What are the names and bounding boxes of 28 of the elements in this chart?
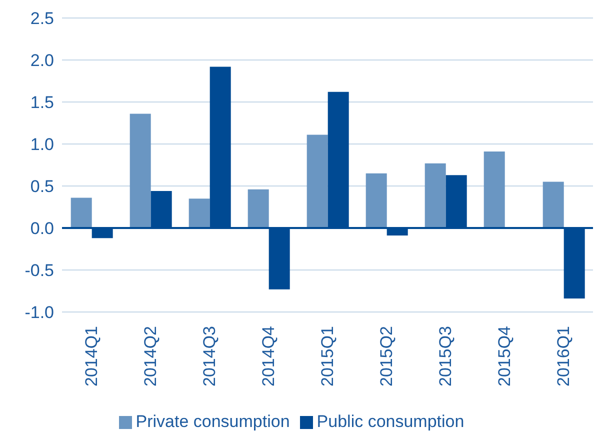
y-tick-label: -1.0 [24,303,54,322]
y-tick-label: 1.0 [30,135,54,154]
bar [424,163,446,228]
bar [306,134,328,228]
bar [542,182,564,228]
x-tick-label: 2014Q1 [82,326,101,386]
y-tick-label: 2.0 [30,51,54,70]
x-tick-label: 2015Q1 [318,326,337,386]
x-tick-label: 2014Q4 [259,326,278,386]
bar [366,173,387,228]
x-tick-label: 2015Q2 [377,326,396,386]
x-tick-label: 2015Q4 [495,326,514,386]
bar [484,152,505,228]
y-tick-label: 1.5 [30,93,54,112]
y-tick-label: 2.5 [30,9,54,28]
legend-label: Private consumption [136,412,290,431]
y-tick-label: -0.5 [24,261,54,280]
bar [130,114,151,228]
legend-label: Public consumption [316,412,464,431]
bar [70,198,92,228]
bar [188,198,210,228]
x-tick-label: 2015Q3 [436,326,455,386]
y-tick-label: 0.5 [30,177,54,196]
y-tick-label: 0.0 [30,219,54,238]
x-tick-label: 2014Q2 [141,326,160,386]
x-tick-label: 2016Q1 [554,326,573,386]
bar [248,189,269,228]
x-tick-label: 2014Q3 [200,326,219,386]
